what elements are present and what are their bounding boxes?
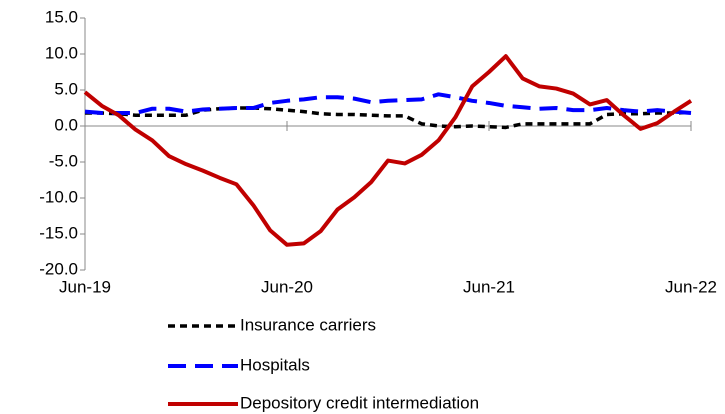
y-tick-label: -20.0 bbox=[39, 259, 78, 278]
series-line bbox=[85, 106, 692, 130]
y-tick-label: 15.0 bbox=[45, 7, 78, 26]
y-tick-label: 0.0 bbox=[54, 115, 78, 134]
y-tick-label: -5.0 bbox=[49, 151, 78, 170]
legend-label: Depository credit intermediation bbox=[240, 393, 479, 412]
x-tick-label: Jun-22 bbox=[665, 277, 717, 296]
legend-label: Hospitals bbox=[240, 355, 310, 374]
series-line bbox=[84, 92, 692, 116]
y-tick-label: -15.0 bbox=[39, 223, 78, 242]
y-tick-label: 5.0 bbox=[54, 79, 78, 98]
x-tick-label: Jun-20 bbox=[261, 277, 313, 296]
series-line bbox=[83, 54, 693, 247]
y-tick-label: -10.0 bbox=[39, 187, 78, 206]
legend-label: Insurance carriers bbox=[240, 315, 376, 334]
x-tick-label: Jun-19 bbox=[59, 277, 111, 296]
x-tick-label: Jun-21 bbox=[463, 277, 515, 296]
y-tick-label: 10.0 bbox=[45, 43, 78, 62]
